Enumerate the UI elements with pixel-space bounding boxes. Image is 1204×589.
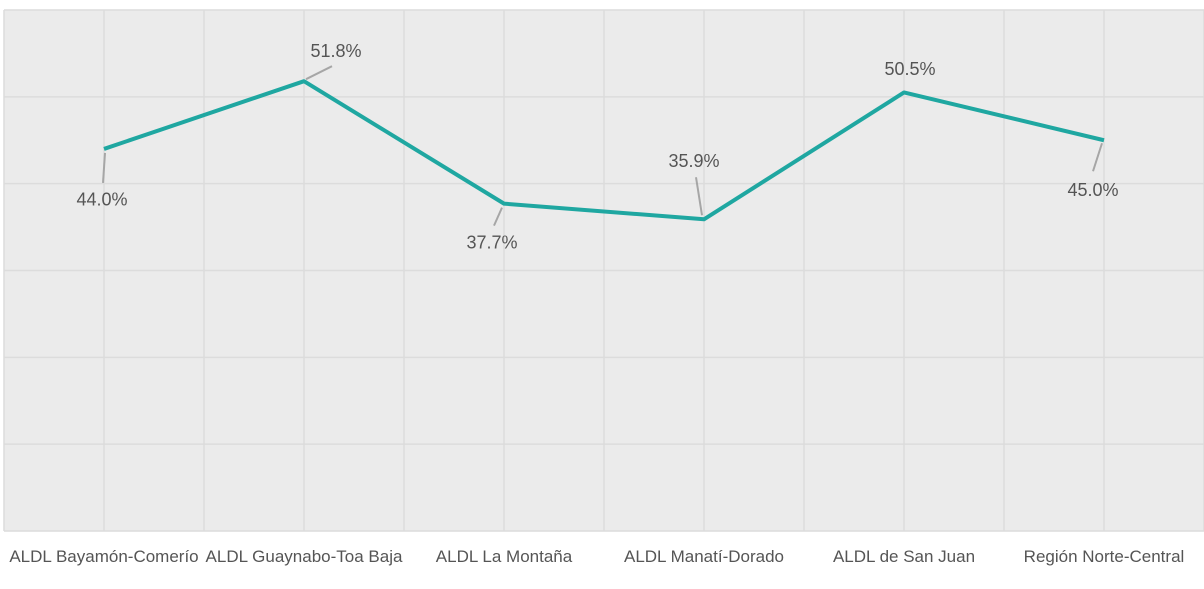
- data-label: 51.8%: [310, 41, 361, 61]
- data-label: 50.5%: [884, 59, 935, 79]
- x-tick-label: ALDL Manatí-Dorado: [623, 547, 784, 566]
- x-tick-label: ALDL La Montaña: [435, 547, 573, 566]
- leader-line: [305, 65, 333, 81]
- x-tick-label: ALDL Guaynabo-Toa Baja: [205, 547, 403, 566]
- data-label: 45.0%: [1067, 180, 1118, 200]
- x-tick-label: Región Norte-Central: [1023, 547, 1185, 566]
- leader-line: [102, 152, 106, 183]
- x-tick-label: ALDL Bayamón-Comerío: [9, 547, 199, 566]
- data-label: 44.0%: [76, 190, 127, 210]
- leader-line: [493, 207, 503, 227]
- data-label: 35.9%: [668, 151, 719, 171]
- leader-line: [1092, 142, 1103, 172]
- line: [103, 79, 1105, 222]
- x-tick-label: ALDL de San Juan: [832, 547, 976, 566]
- leader-line: [695, 177, 703, 216]
- data-label: 37.7%: [466, 232, 517, 252]
